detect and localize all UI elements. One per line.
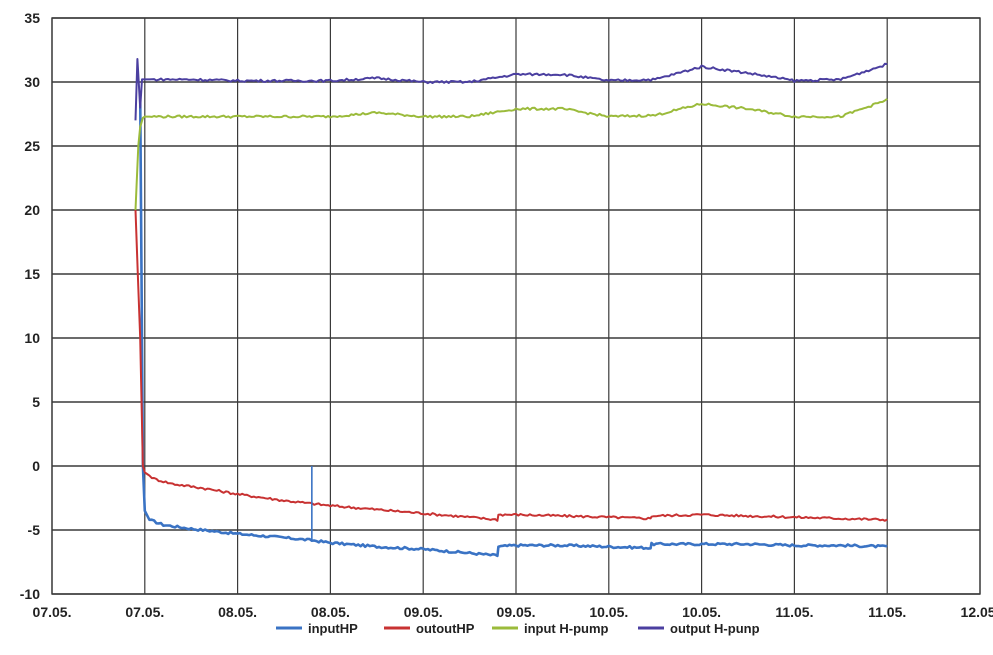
- y-tick-label: 5: [32, 394, 40, 410]
- legend-label: inputHP: [308, 621, 358, 636]
- x-tick-label: 12.05.: [961, 604, 993, 620]
- series-line-input-h-pump: [134, 97, 888, 211]
- y-tick-label: 20: [24, 202, 40, 218]
- plot-area-border: [51, 17, 981, 595]
- x-tick-label: 07.05.: [125, 604, 164, 620]
- series-line-inputhp: [138, 94, 888, 558]
- series-layer: [134, 58, 888, 558]
- y-tick-label: 35: [24, 10, 40, 26]
- y-tick-label: 25: [24, 138, 40, 154]
- x-tick-label: 11.05.: [775, 604, 813, 620]
- legend-label: input H-pump: [524, 621, 609, 636]
- x-tick-label: 10.05.: [682, 604, 721, 620]
- x-tick-label: 09.05.: [404, 604, 443, 620]
- y-tick-label: 15: [24, 266, 40, 282]
- y-tick-label: 0: [32, 458, 40, 474]
- y-tick-label: -10: [20, 586, 40, 602]
- plot-frame: [51, 17, 981, 595]
- series-line-outouthp: [134, 209, 888, 522]
- x-tick-label: 11.05.: [868, 604, 906, 620]
- legend-label: output H-punp: [670, 621, 760, 636]
- x-tick-label: 10.05.: [589, 604, 628, 620]
- x-tick-label: 08.05.: [311, 604, 350, 620]
- series-line-output-h-punp: [134, 58, 888, 121]
- x-tick-label: 07.05.: [33, 604, 72, 620]
- y-tick-label: -5: [28, 522, 41, 538]
- x-tick-label: 09.05.: [497, 604, 536, 620]
- y-axis-tick-labels: -10 -5 0 5 10 15 20 25 30 35: [20, 10, 40, 602]
- y-tick-label: 30: [24, 74, 40, 90]
- x-axis-tick-labels: 07.05. 07.05. 08.05. 08.05. 09.05. 09.05. 10.0…: [33, 604, 993, 620]
- x-tick-label: 08.05.: [218, 604, 257, 620]
- legend-label: outoutHP: [416, 621, 475, 636]
- legend: inputHP outoutHP input H-pump output H-punp: [276, 621, 760, 636]
- y-tick-label: 10: [24, 330, 40, 346]
